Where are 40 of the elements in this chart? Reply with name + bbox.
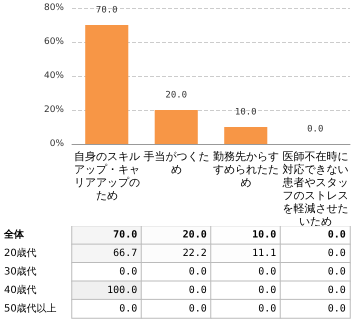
x-tick-label: 手当がつくため	[143, 150, 210, 176]
data-label: 0.0	[258, 266, 276, 278]
x-tick-label: 自身のスキルアップ・キャリアアップのため	[74, 150, 140, 202]
data-label: 100.0	[107, 284, 138, 296]
data-label: 10.0	[252, 230, 276, 241]
data-label: 66.7	[113, 248, 138, 260]
data-label: 20.0	[182, 230, 207, 241]
data-label: 0.0	[328, 303, 346, 314]
y-tick-label: 40歳代	[4, 284, 37, 296]
data-label: 20.0	[165, 90, 188, 100]
data-label: 11.1	[252, 248, 276, 260]
data-label: 22.2	[182, 248, 207, 260]
y-tick-label: 60%	[44, 37, 64, 47]
y-tick-label: 30歳代	[4, 266, 37, 278]
data-label: 0.0	[328, 248, 346, 260]
y-tick-label: 全体	[3, 228, 25, 241]
y-tick-label: 40%	[44, 71, 64, 81]
data-label: 0.0	[328, 230, 346, 241]
y-tick-label: 80%	[44, 3, 64, 13]
data-label: 0.0	[188, 303, 207, 314]
data-label: 0.0	[119, 266, 138, 278]
data-label: 0.0	[328, 266, 346, 278]
y-tick-label: 50歳代以上	[4, 302, 57, 314]
data-label: 0.0	[188, 284, 207, 296]
data-label: 70.0	[113, 230, 138, 241]
bar	[224, 127, 268, 144]
data-label: 0.0	[307, 124, 324, 134]
data-label: 70.0	[96, 6, 118, 16]
data-label: 0.0	[258, 284, 276, 296]
data-label: 0.0	[188, 266, 207, 278]
x-tick-label: 勤務先からすすめられたため	[212, 150, 279, 189]
data-label: 0.0	[119, 303, 138, 314]
y-tick-label: 0%	[50, 139, 64, 149]
data-label: 0.0	[258, 303, 276, 314]
y-tick-label: 20歳代	[4, 247, 37, 260]
data-label: 0.0	[328, 284, 346, 296]
data-label: 10.0	[234, 108, 257, 118]
bar	[85, 25, 128, 144]
bar	[154, 110, 198, 144]
y-tick-label: 20%	[44, 105, 64, 115]
